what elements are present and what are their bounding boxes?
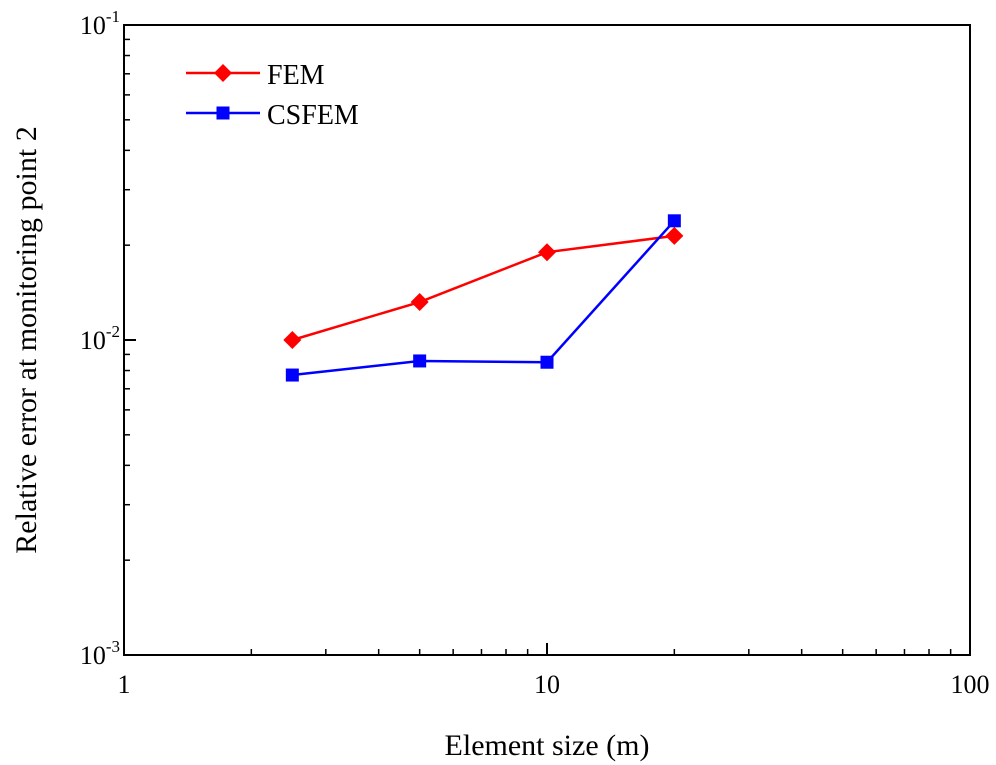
x-tick-label: 10 <box>534 670 560 699</box>
csfem-line <box>292 219 676 377</box>
legend: FEM CSFEM <box>186 60 359 131</box>
plot-frame <box>123 24 971 656</box>
x-axis-label: Element size (m) <box>445 729 650 762</box>
csfem-point <box>285 368 299 382</box>
legend-marker <box>214 64 232 82</box>
legend-label: FEM <box>267 60 325 91</box>
series-csfem <box>285 214 681 382</box>
x-tick-label: 100 <box>951 670 990 699</box>
fem-point <box>410 293 429 312</box>
y-tick-label: 10-1 <box>80 7 120 40</box>
csfem-point <box>667 214 681 228</box>
y-tick-label: 10-2 <box>80 322 120 355</box>
fem-point <box>538 243 556 262</box>
csfem-point <box>413 354 427 368</box>
legend-label: CSFEM <box>267 100 359 131</box>
series-fem <box>283 226 684 349</box>
y-tick-label: 10-3 <box>80 637 120 670</box>
fem-line <box>291 234 675 342</box>
csfem-point <box>540 355 554 369</box>
legend-marker <box>216 106 230 120</box>
y-axis-label: Relative error at monitoring point 2 <box>10 126 43 553</box>
fem-point <box>283 331 302 349</box>
fem-point <box>665 226 684 245</box>
x-tick-label: 1 <box>118 670 131 699</box>
